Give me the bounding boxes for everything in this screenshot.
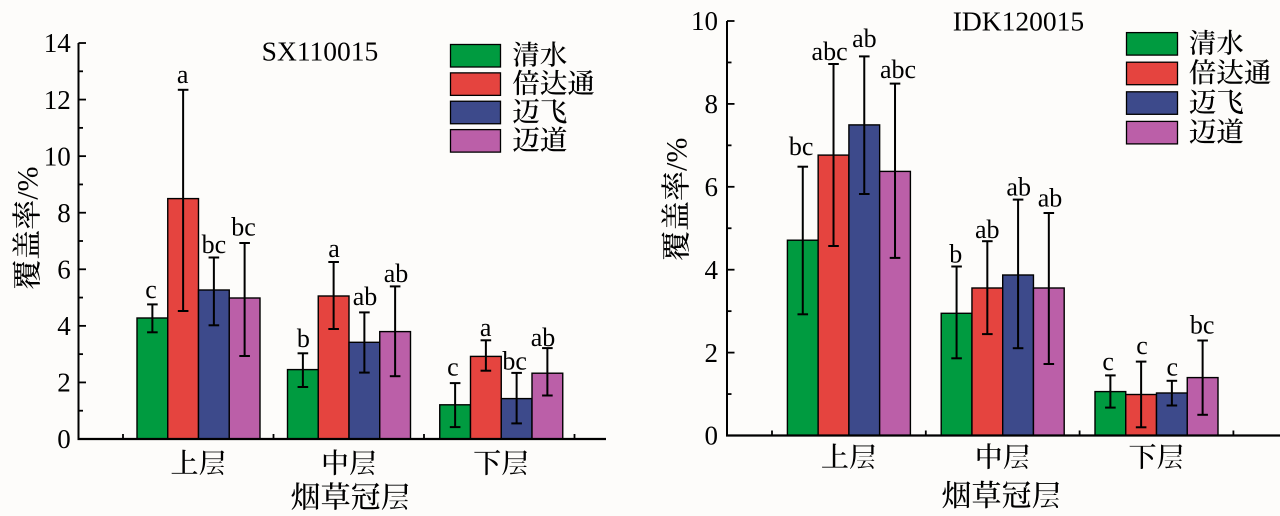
svg-text:abc: abc	[812, 37, 848, 66]
svg-text:a: a	[328, 234, 340, 263]
svg-text:IDK120015: IDK120015	[953, 6, 1084, 37]
svg-text:ab: ab	[1038, 183, 1063, 212]
svg-text:bc: bc	[789, 132, 814, 161]
svg-text:SX110015: SX110015	[262, 36, 379, 67]
svg-text:c: c	[145, 275, 157, 304]
svg-text:4: 4	[705, 255, 719, 285]
svg-text:a: a	[177, 60, 189, 89]
svg-text:2: 2	[57, 368, 71, 398]
svg-text:abc: abc	[880, 55, 916, 84]
svg-text:c: c	[1167, 353, 1179, 382]
svg-text:a: a	[480, 313, 492, 342]
svg-text:ab: ab	[384, 259, 409, 288]
svg-text:bc: bc	[202, 230, 227, 259]
svg-text:ab: ab	[1006, 173, 1031, 202]
svg-text:ab: ab	[852, 24, 877, 53]
svg-text:bc: bc	[502, 346, 527, 375]
svg-text:0: 0	[57, 424, 71, 454]
svg-text:14: 14	[44, 28, 72, 58]
svg-text:4: 4	[57, 311, 71, 341]
svg-text:12: 12	[44, 85, 71, 115]
svg-text:c: c	[447, 353, 459, 382]
svg-text:ab: ab	[353, 282, 378, 311]
svg-text:/%: /%	[12, 166, 45, 199]
svg-text:8: 8	[57, 198, 71, 228]
svg-text:c: c	[1102, 347, 1114, 376]
svg-text:10: 10	[44, 141, 71, 171]
svg-text:/%: /%	[661, 138, 694, 171]
svg-text:ab: ab	[975, 215, 1000, 244]
svg-text:10: 10	[691, 6, 718, 36]
svg-text:6: 6	[705, 172, 719, 202]
svg-text:b: b	[297, 324, 310, 353]
svg-text:bc: bc	[231, 212, 256, 241]
svg-text:0: 0	[705, 421, 719, 451]
svg-text:c: c	[1136, 331, 1148, 360]
svg-text:8: 8	[705, 89, 719, 119]
svg-text:bc: bc	[1190, 310, 1215, 339]
svg-text:ab: ab	[531, 323, 556, 352]
svg-text:6: 6	[57, 254, 71, 284]
svg-text:2: 2	[705, 338, 719, 368]
svg-text:b: b	[949, 239, 962, 268]
